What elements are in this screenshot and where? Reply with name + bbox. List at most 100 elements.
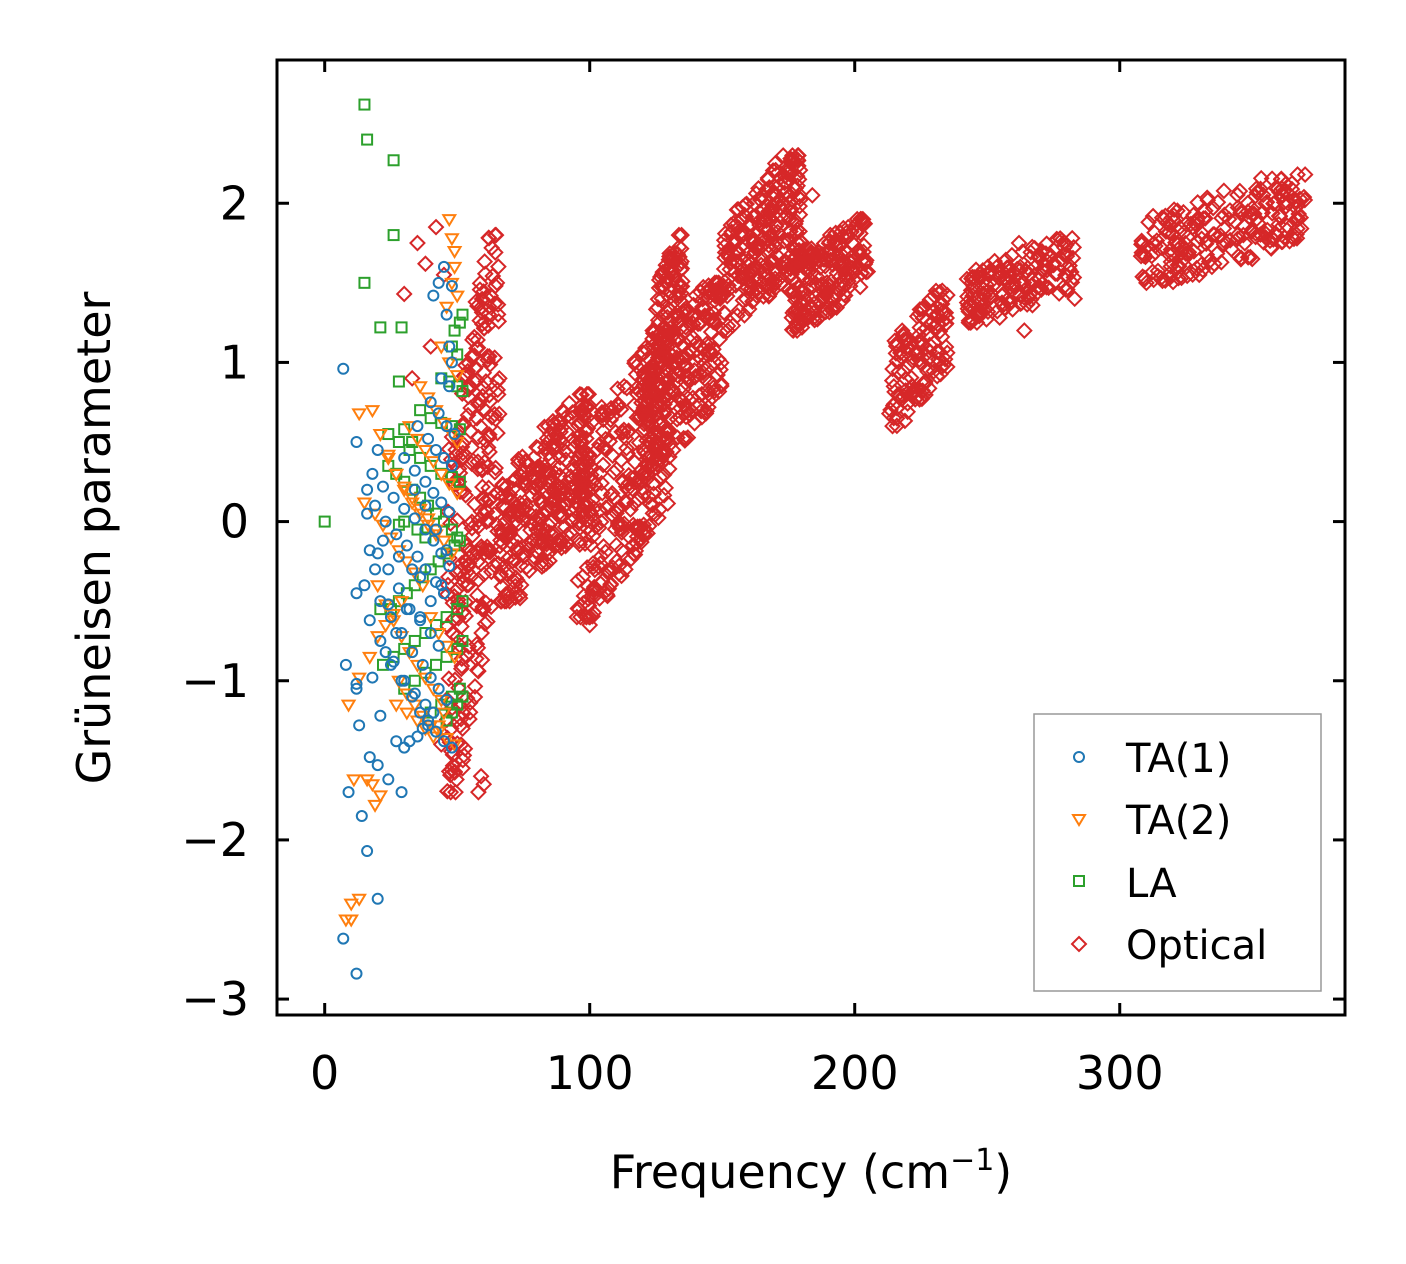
point-optical xyxy=(656,388,674,406)
point-optical xyxy=(1228,186,1246,204)
point-optical xyxy=(1196,209,1214,227)
point-ta1 xyxy=(398,502,411,515)
point-ta2 xyxy=(351,893,367,907)
point-optical xyxy=(463,519,481,537)
point-optical xyxy=(496,592,514,610)
point-optical xyxy=(628,357,646,375)
point-optical xyxy=(569,572,587,589)
legend-marker-la xyxy=(1073,875,1085,887)
point-ta1 xyxy=(406,646,419,659)
point-optical xyxy=(744,293,761,311)
point-optical xyxy=(460,388,477,406)
point-optical xyxy=(737,290,755,308)
point-optical xyxy=(768,179,786,196)
point-ta1 xyxy=(445,459,458,472)
point-optical xyxy=(789,147,807,164)
point-optical xyxy=(748,287,766,305)
point-optical xyxy=(552,532,570,549)
point-optical xyxy=(646,395,664,413)
point-la xyxy=(437,515,450,528)
scatter-points xyxy=(318,98,1314,980)
point-optical xyxy=(1273,180,1291,198)
point-la xyxy=(432,555,445,568)
point-ta2 xyxy=(446,261,463,275)
point-optical xyxy=(570,600,588,618)
point-ta1 xyxy=(395,627,408,639)
point-optical xyxy=(658,372,676,390)
point-ta2 xyxy=(404,497,420,511)
point-optical xyxy=(1021,285,1039,303)
point-optical xyxy=(664,441,682,459)
point-optical xyxy=(696,308,714,326)
point-optical xyxy=(1188,259,1206,277)
point-optical xyxy=(726,217,744,235)
point-ta2 xyxy=(446,739,463,753)
point-optical xyxy=(1190,266,1208,284)
point-optical xyxy=(883,372,901,390)
point-optical xyxy=(721,248,738,266)
point-optical xyxy=(1249,214,1267,232)
point-optical xyxy=(480,347,498,365)
point-ta2 xyxy=(399,707,415,721)
point-optical xyxy=(728,307,746,324)
point-optical xyxy=(573,401,591,419)
point-ta1 xyxy=(419,475,432,488)
point-optical xyxy=(495,498,513,516)
point-optical xyxy=(721,260,739,278)
point-optical xyxy=(721,240,738,258)
point-optical xyxy=(656,367,674,385)
point-optical xyxy=(578,445,596,463)
point-optical xyxy=(716,273,734,291)
point-optical xyxy=(490,312,508,330)
point-optical xyxy=(1262,239,1280,257)
point-optical xyxy=(992,264,1009,282)
point-ta1 xyxy=(419,698,432,711)
point-optical xyxy=(458,689,476,707)
point-optical xyxy=(638,406,656,424)
x-tick-label: 0 xyxy=(310,1046,339,1100)
point-ta1 xyxy=(355,810,368,823)
point-optical xyxy=(839,218,857,236)
point-optical xyxy=(1177,215,1195,233)
point-optical xyxy=(670,307,688,325)
point-optical xyxy=(762,252,780,270)
point-ta2 xyxy=(372,429,389,442)
point-la xyxy=(453,682,466,695)
point-optical xyxy=(799,250,817,268)
point-optical xyxy=(1254,186,1272,204)
point-optical xyxy=(722,216,740,234)
point-optical xyxy=(1184,266,1202,283)
legend-marker-optical xyxy=(1070,935,1088,953)
point-la xyxy=(430,658,443,671)
point-optical xyxy=(790,189,808,207)
point-optical xyxy=(655,406,673,423)
point-ta1 xyxy=(390,627,403,639)
point-ta2 xyxy=(412,381,428,395)
point-ta1 xyxy=(379,515,392,528)
point-optical xyxy=(728,201,746,219)
point-ta1 xyxy=(374,634,387,647)
point-optical xyxy=(1015,322,1033,339)
point-optical xyxy=(479,317,497,334)
axis-ticks: 0 100 200 300 −3 −2 −1 0 1 2 xyxy=(181,60,1345,1100)
point-optical xyxy=(635,376,653,394)
point-optical xyxy=(1204,225,1222,243)
point-optical xyxy=(742,261,760,279)
point-optical xyxy=(739,253,757,270)
y-tick-label: 0 xyxy=(220,495,249,549)
point-optical xyxy=(705,379,722,397)
point-optical xyxy=(888,417,906,435)
point-optical xyxy=(696,404,714,422)
point-optical xyxy=(612,541,630,559)
point-ta1 xyxy=(427,486,440,499)
point-optical xyxy=(833,272,851,290)
point-optical xyxy=(755,288,772,305)
point-optical xyxy=(910,326,928,344)
point-optical xyxy=(591,501,609,519)
point-optical xyxy=(1019,259,1037,277)
point-optical xyxy=(1145,234,1163,252)
point-optical xyxy=(513,448,531,466)
point-ta1 xyxy=(437,587,450,600)
point-optical xyxy=(624,516,642,534)
point-optical xyxy=(1296,166,1314,184)
